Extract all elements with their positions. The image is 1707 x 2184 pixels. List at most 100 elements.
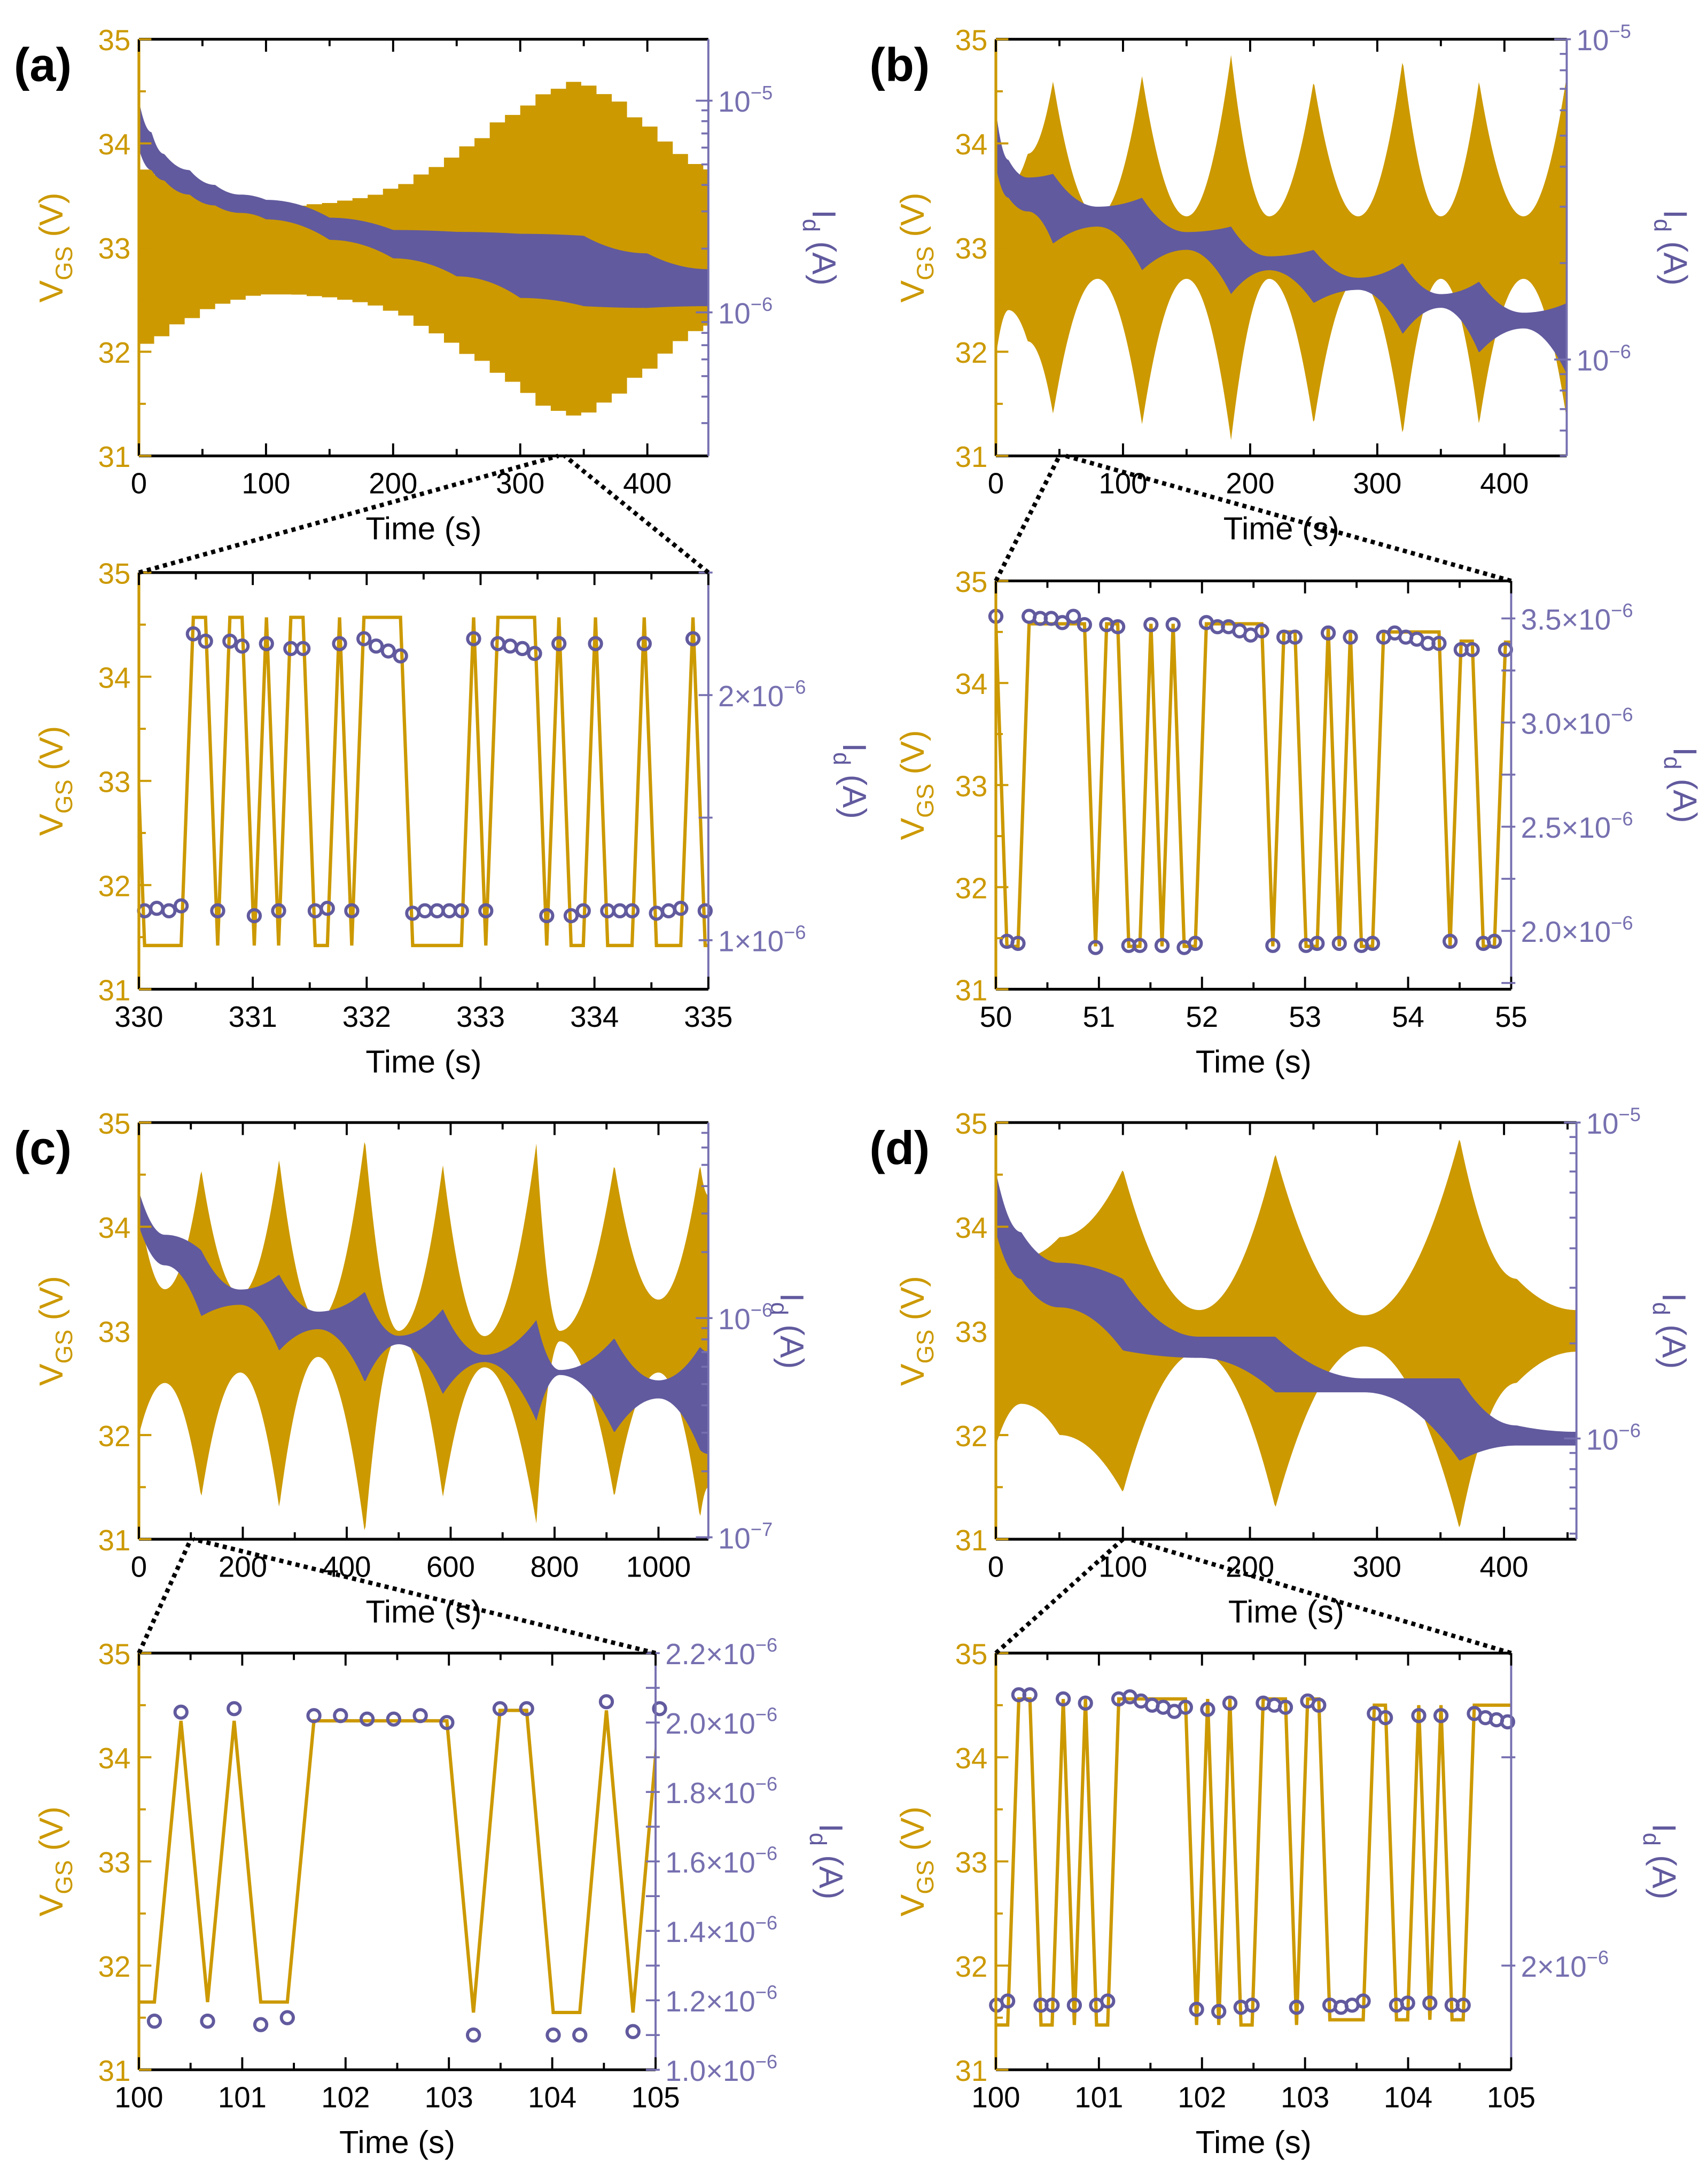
id-data-point xyxy=(356,631,372,646)
id-data-point xyxy=(1200,1702,1215,1717)
id-data-point xyxy=(185,626,201,642)
axis-symbol: V xyxy=(33,280,70,302)
x-tick-label: 200 xyxy=(369,467,417,500)
axis-symbol: V xyxy=(33,1363,70,1386)
panel-label: (b) xyxy=(869,38,930,91)
x-tick-label: 101 xyxy=(218,2081,267,2113)
vgs-line xyxy=(138,1709,656,2015)
x-tick-label: 331 xyxy=(229,1001,277,1033)
tick-label-base: 2.2×10 xyxy=(665,1638,755,1671)
id-data-point xyxy=(625,2024,641,2039)
id-data-point xyxy=(173,898,189,914)
zoom-connector-right xyxy=(563,454,710,574)
id-data-point xyxy=(1431,636,1447,651)
left-y-tick-label: 35 xyxy=(955,566,988,598)
right-y-tick-label: 2.0×10−6 xyxy=(665,1704,777,1740)
id-data-point xyxy=(1065,609,1081,624)
vgs-envelope-band xyxy=(995,54,1567,440)
axis-symbol: I xyxy=(836,743,872,752)
left-y-tick-label: 32 xyxy=(98,1420,131,1453)
id-data-point xyxy=(652,1701,667,1717)
axis-subscript: GS xyxy=(51,1330,77,1364)
id-data-point xyxy=(1320,625,1336,641)
id-data-point xyxy=(1100,1993,1116,2009)
id-data-point xyxy=(439,1715,455,1730)
tick-label-exponent: −6 xyxy=(784,676,806,698)
tick-label-exponent: −6 xyxy=(1619,1419,1641,1441)
x-axis-title: Time (s) xyxy=(365,1044,481,1080)
axis-subscript: GS xyxy=(913,784,939,818)
x-tick-label: 54 xyxy=(1392,1001,1424,1033)
left-y-tick-label: 32 xyxy=(955,1951,988,1983)
id-data-point xyxy=(1277,1699,1293,1715)
tick-label-exponent: −6 xyxy=(755,1634,777,1656)
id-data-point xyxy=(697,903,713,918)
zoom-connector-left xyxy=(138,454,559,575)
plot-area xyxy=(138,1142,708,1531)
id-data-point xyxy=(380,643,396,659)
id-data-point xyxy=(200,2014,215,2029)
x-tick-label: 51 xyxy=(1083,1001,1116,1033)
plot-area xyxy=(996,1697,1511,2027)
id-data-point xyxy=(551,636,567,651)
axis-symbol: V xyxy=(894,817,931,840)
axis-unit: (A) xyxy=(812,1846,849,1899)
left-y-axis-title: VGS (V) xyxy=(33,726,77,836)
left-y-tick-label: 33 xyxy=(955,770,988,802)
left-y-tick-label: 32 xyxy=(955,872,988,904)
tick-label-base: 10 xyxy=(1586,1423,1619,1456)
left-y-axis-title: VGS (V) xyxy=(894,192,939,302)
right-y-tick-label: 2.0×10−6 xyxy=(1521,912,1633,948)
left-y-tick-label: 33 xyxy=(98,766,131,798)
x-axis-title: Time (s) xyxy=(1196,1044,1312,1080)
id-data-point xyxy=(1500,1714,1516,1730)
id-data-point xyxy=(173,1704,189,1720)
tick-label-exponent: −6 xyxy=(784,921,806,943)
plot-area xyxy=(138,615,708,947)
id-data-point xyxy=(344,903,360,918)
right-y-tick-label: 1.8×10−6 xyxy=(665,1773,777,1809)
id-data-point xyxy=(1088,940,1103,955)
left-y-tick-label: 31 xyxy=(98,1524,131,1557)
right-y-tick-label: 1.6×10−6 xyxy=(665,1843,777,1879)
axis-subscript: d xyxy=(1658,756,1685,770)
right-y-tick-label: 2.5×10−6 xyxy=(1521,808,1633,844)
plot-area xyxy=(995,54,1567,440)
axis-unit: (V) xyxy=(894,1276,931,1329)
tick-label-base: 1.0×10 xyxy=(665,2055,755,2087)
right-y-axis-title: Id (A) xyxy=(1638,1823,1682,1899)
x-tick-label: 101 xyxy=(1074,2081,1123,2113)
zoom-connector-left xyxy=(994,1537,1125,1655)
vgs-line xyxy=(138,615,708,947)
axis-subscript: d xyxy=(1648,1302,1674,1315)
id-data-point xyxy=(161,903,177,918)
right-y-tick-label: 1.2×10−6 xyxy=(665,1982,777,2018)
chart-c-main: 0 200 400 600 800 1000313233343510−610−7Time … xyxy=(14,1107,810,1629)
id-data-point xyxy=(478,903,494,918)
left-y-tick-label: 31 xyxy=(98,441,131,473)
tick-label-exponent: −5 xyxy=(1619,1104,1641,1126)
id-data-point xyxy=(295,641,311,657)
id-data-point xyxy=(146,2014,162,2029)
left-y-axis-title: VGS (V) xyxy=(33,192,77,302)
id-data-point xyxy=(1287,629,1303,645)
left-y-tick-label: 34 xyxy=(98,128,131,161)
axis-unit: (A) xyxy=(836,765,872,818)
id-data-point xyxy=(673,901,689,916)
id-data-point xyxy=(441,903,457,918)
id-data-point xyxy=(1433,1708,1449,1723)
x-tick-label: 50 xyxy=(980,1001,1012,1033)
left-y-tick-label: 32 xyxy=(98,337,131,369)
id-data-point xyxy=(1045,1998,1060,2013)
id-data-point xyxy=(1411,1708,1427,1723)
right-y-tick-label: 3.0×10−6 xyxy=(1521,704,1633,740)
id-data-point xyxy=(1110,619,1126,635)
id-data-point xyxy=(1265,938,1281,953)
x-tick-label: 102 xyxy=(321,2081,370,2113)
id-envelope-band xyxy=(995,110,1567,375)
tick-label-exponent: −6 xyxy=(755,1843,777,1865)
id-data-point xyxy=(234,638,250,654)
left-y-tick-label: 33 xyxy=(955,232,988,265)
id-data-point xyxy=(1355,1993,1371,2009)
x-tick-label: 330 xyxy=(114,1001,163,1033)
